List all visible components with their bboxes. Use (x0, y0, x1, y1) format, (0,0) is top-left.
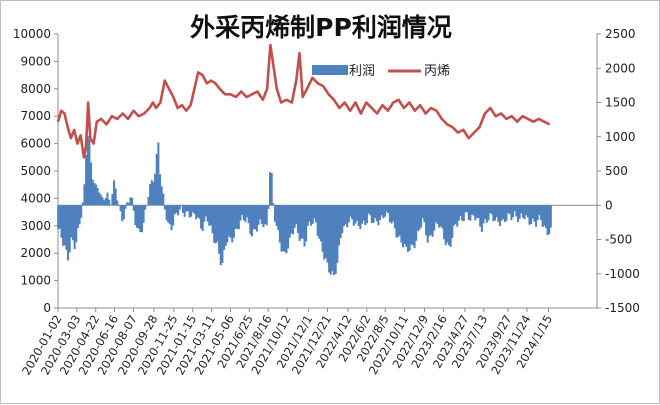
legend-profit-label: 利润 (349, 64, 375, 79)
y-right-tick-label: -1500 (605, 301, 640, 315)
y-left-tick-label: 3000 (20, 219, 51, 233)
y-left-tick-label: 1000 (20, 274, 51, 288)
y-right-tick-label: 0 (605, 198, 613, 212)
profit-bar (550, 205, 552, 227)
axes-layer (58, 34, 597, 308)
y-axis-left: 0 1000 2000 3000 4000 5000 6000 7000 8000 9000 100… (13, 27, 58, 315)
y-right-tick-label: -1000 (605, 267, 640, 281)
y-left-tick-label: 9000 (20, 54, 51, 68)
y-left-tick-label: 5000 (20, 164, 51, 178)
y-right-tick-label: 2000 (605, 61, 636, 75)
profit-bar (272, 203, 274, 205)
x-axis: 2020-01-022020-03-032020-04-222020-06-16… (19, 308, 555, 377)
y-right-tick-label: -500 (605, 233, 632, 247)
profit-bar (267, 205, 269, 209)
profit-bar (80, 205, 82, 218)
y-left-tick-label: 2000 (20, 246, 51, 260)
y-left-tick-label: 10000 (13, 27, 51, 41)
profit-bar (108, 200, 110, 206)
legend-profit-swatch (312, 65, 348, 75)
profit-bar (131, 198, 133, 206)
profit-bar (116, 200, 118, 205)
legend: 利润 丙烯 (312, 64, 450, 79)
profit-bar (144, 205, 146, 209)
y-right-tick-label: 1500 (605, 96, 636, 110)
propylene-line-path (58, 45, 550, 157)
chart-title: 外采丙烯制PP利润情况 (190, 13, 452, 42)
y-left-tick-label: 6000 (20, 137, 51, 151)
profit-bar (125, 205, 127, 209)
y-left-tick-label: 7000 (20, 109, 51, 123)
y-left-tick-label: 0 (43, 301, 51, 315)
y-right-tick-label: 1000 (605, 130, 636, 144)
profit-bar (162, 194, 164, 206)
profit-bar (271, 173, 273, 205)
y-left-tick-label: 4000 (20, 191, 51, 205)
y-left-tick-label: 8000 (20, 82, 51, 96)
y-right-tick-label: 500 (605, 164, 628, 178)
y-right-tick-label: 2500 (605, 27, 636, 41)
propylene-line (58, 45, 550, 157)
legend-propylene-label: 丙烯 (424, 64, 450, 79)
y-axis-right: -1500 -1000 -500 0 500 1000 1500 2000 2500 (597, 27, 640, 315)
